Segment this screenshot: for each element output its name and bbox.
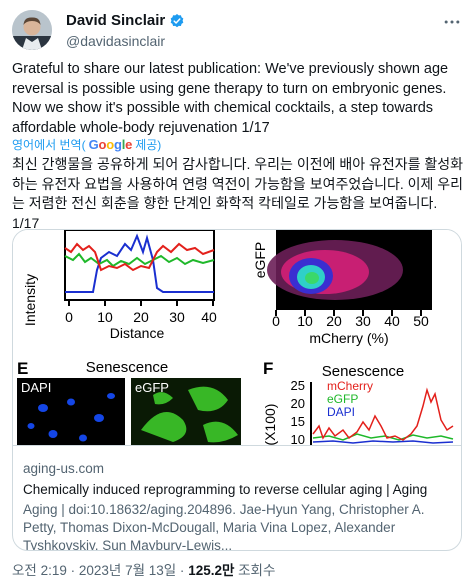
author-handle[interactable]: @davidasinclair: [66, 33, 166, 49]
panel-e-title: Senescence: [86, 359, 169, 376]
link-card[interactable]: Intensity 0 10 20 30 40 Distance: [12, 229, 462, 551]
panel-f-plot: F Senescence y (X100) 25 20 15 10 mCherr…: [262, 359, 454, 445]
panel-f-title: Senescence: [322, 363, 405, 380]
card-image[interactable]: Intensity 0 10 20 30 40 Distance: [13, 230, 461, 445]
panel-f-ytick: 15: [291, 414, 305, 429]
panel-e-letter: E: [17, 359, 28, 378]
translation-attribution: 영어에서 번역( Google 제공): [12, 137, 161, 153]
panel-scatter-xtick: 30: [355, 313, 371, 329]
panel-egfp-mcherry-density: eGFP 0 10 20 30 40 50 mCherry (: [252, 230, 432, 346]
panel-f-ylabel: y (X100): [262, 404, 278, 445]
views-count: 125.2만: [188, 563, 235, 578]
panel-scatter-xlabel: mCherry (%): [309, 330, 388, 346]
panel-scatter-xtick: 50: [413, 313, 429, 329]
panel-f-ytick: 10: [291, 432, 305, 445]
panel-distance-plot: Intensity 0 10 20 30 40 Distance: [22, 230, 217, 341]
panel-d-xtick: 30: [169, 309, 185, 325]
tweet-meta: 오전 2:19 · 2023년 7월 13일 · 125.2만 조회수: [12, 562, 275, 580]
panel-scatter-xtick: 20: [326, 313, 342, 329]
translated-text: 최신 간행물을 공유하게 되어 감사합니다. 우리는 이전에 배아 유전자를 활…: [12, 156, 464, 231]
avatar[interactable]: [12, 10, 52, 50]
panel-f-legend-egfp: eGFP: [327, 392, 358, 406]
panel-f-ytick: 25: [291, 378, 305, 393]
tweet-timestamp[interactable]: 오전 2:19 · 2023년 7월 13일 ·: [12, 563, 189, 578]
views-label: 조회수: [234, 563, 276, 578]
dapi-image: [17, 378, 125, 445]
panel-d-ylabel: Intensity: [22, 274, 38, 326]
panel-d-xtick: 40: [201, 309, 217, 325]
panel-e-dapi-label: DAPI: [21, 380, 51, 395]
panel-d-xtick: 10: [97, 309, 113, 325]
author-name-text[interactable]: David Sinclair: [66, 12, 166, 29]
card-title[interactable]: Chemically induced reprogramming to reve…: [23, 482, 428, 497]
panel-scatter-xtick: 0: [272, 313, 280, 329]
panel-e-egfp-label: eGFP: [135, 380, 169, 395]
tweet-header: David Sinclair @davidasinclair: [12, 8, 462, 52]
panel-f-legend-dapi: DAPI: [327, 405, 355, 419]
panel-e-microscopy: E Senescence DAPI eGFP: [17, 359, 241, 445]
panel-d-xtick: 20: [133, 309, 149, 325]
panel-f-legend-mcherry: mCherry: [327, 379, 373, 393]
card-domain[interactable]: aging-us.com: [23, 461, 105, 476]
panel-d-xlabel: Distance: [110, 325, 165, 341]
translate-suffix[interactable]: 제공): [135, 138, 162, 152]
panel-scatter-xtick: 40: [384, 313, 400, 329]
card-info[interactable]: aging-us.com Chemically induced reprogra…: [13, 445, 461, 550]
google-logo-text: Google: [88, 137, 133, 152]
card-description[interactable]: Aging | doi:10.18632/aging.204896. Jae-H…: [23, 502, 425, 551]
more-options-icon[interactable]: [442, 12, 462, 32]
tweet-text: Grateful to share our latest publication…: [12, 61, 449, 136]
panel-d-xtick: 0: [65, 309, 73, 325]
figure-image: Intensity 0 10 20 30 40 Distance: [17, 230, 454, 445]
panel-f-ytick: 20: [291, 396, 305, 411]
panel-scatter-ylabel: eGFP: [252, 242, 268, 279]
translate-prefix[interactable]: 영어에서 번역(: [12, 138, 86, 152]
verified-badge-icon: [170, 14, 184, 28]
panel-scatter-xtick: 10: [297, 313, 313, 329]
author-name[interactable]: David Sinclair: [66, 12, 185, 30]
panel-f-letter: F: [263, 359, 273, 378]
avatar-image: [12, 10, 52, 50]
